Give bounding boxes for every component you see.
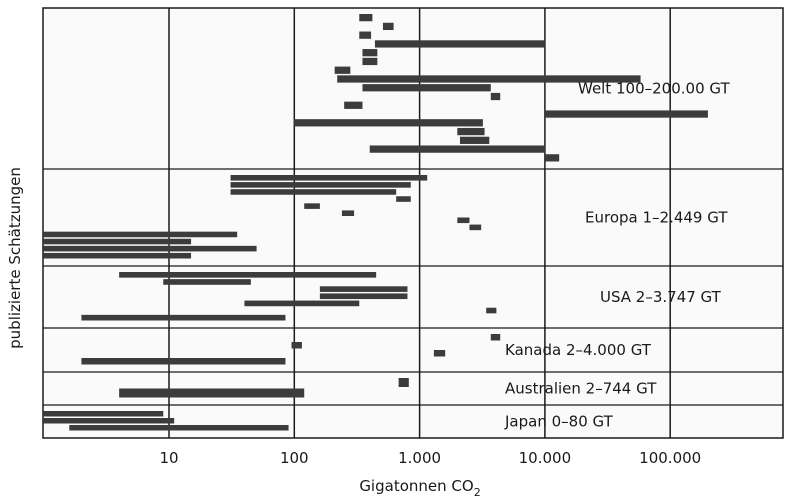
estimate-bar: [362, 84, 491, 92]
estimate-bar: [362, 49, 378, 57]
x-tick-labels: 10 100 1.000 10.000 100.000: [159, 449, 701, 467]
estimate-bar: [490, 92, 501, 101]
estimate-bar: [230, 175, 428, 181]
estimate-bar: [398, 378, 409, 387]
estimate-bar: [457, 217, 470, 224]
estimate-bar: [43, 411, 164, 417]
estimate-bar: [341, 210, 355, 216]
estimate-bar: [43, 238, 192, 245]
estimate-bar: [81, 358, 286, 365]
estimate-bar: [319, 293, 408, 300]
estimate-bar: [396, 196, 411, 202]
plot-frame: [42, 7, 784, 439]
estimate-bar: [344, 101, 363, 109]
x-tick-label: 1.000: [398, 449, 441, 467]
estimate-bar: [319, 286, 408, 292]
x-tick-label: 100: [280, 449, 309, 467]
region-label: Kanada 2–4.000 GT: [505, 341, 652, 359]
x-tick-label: 10: [159, 449, 178, 467]
y-axis-title: publizierte Schätzungen: [6, 167, 24, 349]
x-tick-label: 10.000: [519, 449, 572, 467]
estimate-bar: [374, 40, 545, 48]
estimate-bar: [544, 110, 708, 118]
estimate-bar: [490, 334, 501, 341]
estimate-bar: [359, 31, 372, 39]
estimate-bar: [43, 252, 192, 259]
estimate-bar: [369, 145, 545, 153]
estimate-bar: [459, 136, 490, 144]
region-label: Australien 2–744 GT: [505, 380, 657, 398]
region-label: USA 2–3.747 GT: [600, 288, 722, 306]
estimate-bar: [81, 314, 286, 321]
x-axis-title: Gigatonnen CO2: [359, 477, 480, 498]
estimate-bar: [43, 418, 175, 424]
estimate-bar: [469, 224, 482, 231]
region-labels: Welt 100–200.00 GT Europa 1–2.449 GT USA 2…: [504, 80, 730, 431]
region-label: Welt 100–200.00 GT: [578, 80, 730, 98]
estimate-bar: [433, 350, 446, 357]
estimate-bar: [337, 75, 641, 83]
x-axis-title-subscript: 2: [474, 486, 481, 498]
estimate-bar: [359, 14, 373, 22]
x-axis-title-main: Gigatonnen CO: [359, 477, 473, 495]
region-label: Europa 1–2.449 GT: [585, 209, 728, 227]
estimate-bar: [457, 127, 485, 136]
bars: [43, 14, 708, 431]
estimate-bar: [544, 154, 560, 162]
estimate-bar: [119, 272, 377, 278]
estimate-bar: [334, 66, 351, 74]
estimate-bar: [230, 189, 397, 195]
estimate-bar: [69, 425, 289, 431]
estimate-bar: [291, 342, 302, 349]
estimate-bar: [304, 203, 320, 209]
x-tick-label: 100.000: [639, 449, 701, 467]
estimate-bar: [230, 182, 411, 188]
estimate-bar: [362, 57, 378, 66]
estimate-bar: [294, 119, 483, 127]
region-label: Japan 0–80 GT: [504, 413, 614, 431]
estimate-bar: [486, 307, 497, 314]
estimate-bar: [382, 22, 394, 31]
estimate-bar: [244, 300, 360, 307]
estimate-bar: [43, 231, 238, 238]
estimate-bar: [163, 279, 251, 285]
estimate-bar: [119, 388, 305, 398]
estimate-bar: [43, 245, 257, 252]
